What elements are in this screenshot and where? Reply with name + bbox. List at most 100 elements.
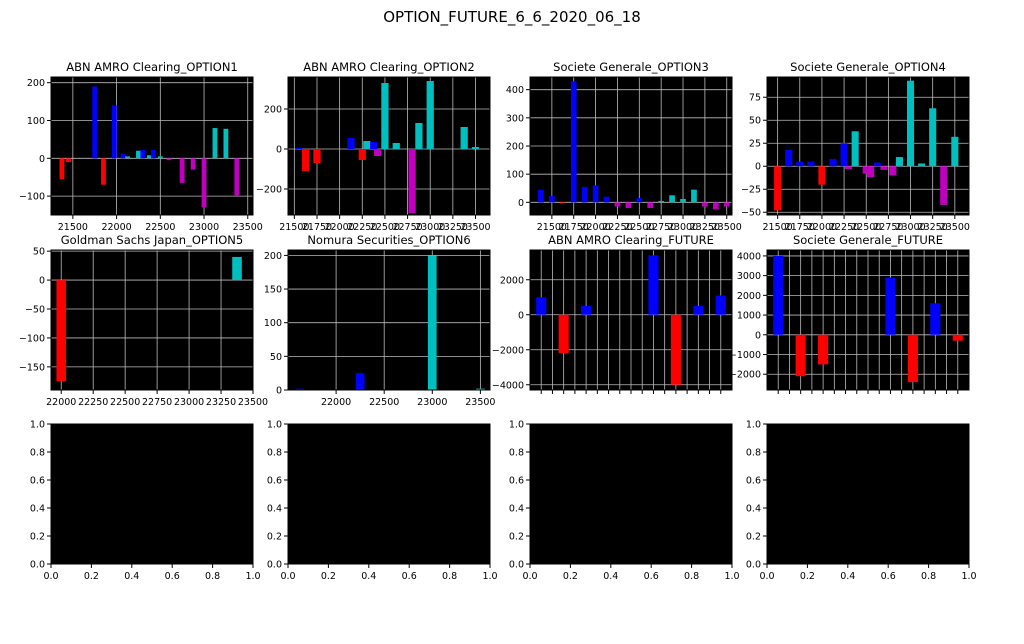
x-tick-label: 23000 (415, 222, 445, 233)
bar (636, 198, 643, 203)
x-tick-label: 22250 (347, 222, 377, 233)
axes-frame (287, 423, 491, 565)
y-tick-label: −2000 (729, 370, 761, 381)
y-tick-label: 0.8 (746, 448, 761, 459)
x-tick-label: 0.2 (84, 571, 99, 582)
y-tick-label: 50 (749, 116, 761, 127)
x-tick-label: 22000 (807, 222, 837, 233)
bar (880, 166, 888, 170)
x-tick-label: 22000 (46, 397, 76, 408)
y-tick-label: 0 (39, 276, 45, 287)
x-tick-label: 23000 (668, 222, 698, 233)
subplot-4: 2150021750220002225022500227502300023250… (741, 60, 970, 233)
bar (680, 198, 686, 203)
x-tick-label: 0.6 (165, 571, 180, 582)
bar (234, 158, 240, 197)
bar (862, 166, 870, 174)
bar (223, 128, 229, 159)
subplot-title: ABN AMRO Clearing_FUTURE (548, 233, 714, 247)
x-tick-label: 22500 (145, 222, 175, 233)
bar (415, 123, 423, 149)
y-tick-label: 0.2 (509, 532, 524, 543)
x-tick-label: 0.4 (124, 571, 139, 582)
y-tick-label: 0 (276, 145, 282, 156)
y-tick-label: 1.0 (509, 420, 524, 431)
x-tick-label: 0.2 (321, 571, 336, 582)
y-tick-label: 4000 (737, 251, 761, 262)
y-tick-label: 200 (264, 251, 282, 262)
x-tick-label: 21750 (302, 222, 332, 233)
x-tick-label: 22750 (392, 222, 422, 233)
y-tick-label: −150 (19, 362, 45, 373)
y-tick-label: 100 (27, 116, 45, 127)
subplot-title: Societe Generale_FUTURE (793, 233, 943, 247)
subplot-title: Nomura Securities_OPTION6 (307, 233, 470, 247)
plot-area (288, 250, 490, 390)
y-tick-label: −1000 (729, 350, 761, 361)
x-tick-label: 0.0 (759, 571, 774, 582)
y-tick-label: 0 (39, 154, 45, 165)
y-tick-label: 200 (264, 105, 282, 116)
y-tick-label: 100 (264, 318, 282, 329)
bar (648, 255, 659, 315)
x-tick-label: 23500 (465, 397, 495, 408)
bar (111, 105, 117, 159)
y-tick-label: 2000 (500, 275, 524, 286)
x-tick-label: 0.6 (644, 571, 659, 582)
bar (471, 147, 480, 149)
bar (363, 141, 371, 149)
x-tick-label: 23250 (918, 222, 948, 233)
y-tick-label: 0.4 (267, 504, 282, 515)
y-tick-label: 0.4 (746, 504, 761, 515)
x-tick-label: 22250 (602, 222, 632, 233)
x-tick-label: 0.0 (280, 571, 295, 582)
axes-frame (287, 76, 491, 216)
bar (120, 153, 126, 159)
bar (818, 166, 826, 185)
y-tick-label: 150 (264, 285, 282, 296)
y-tick-label: 1000 (737, 311, 761, 322)
bar (818, 334, 829, 365)
bar (581, 186, 588, 203)
axes-frame (766, 423, 970, 565)
y-tick-label: 0 (518, 310, 524, 321)
bar (59, 158, 65, 180)
plot-area (51, 77, 253, 215)
y-tick-label: 0 (755, 330, 761, 341)
x-tick-label: 0.8 (684, 571, 699, 582)
y-tick-label: −4000 (492, 380, 524, 391)
x-tick-label: 22250 (78, 397, 108, 408)
bar (536, 297, 547, 315)
bar (92, 86, 98, 159)
bar (907, 334, 918, 383)
y-tick-label: 0.2 (746, 532, 761, 543)
y-tick-label: 400 (506, 85, 524, 96)
bar (851, 131, 859, 167)
axes-frame (766, 76, 970, 216)
bar (101, 158, 106, 185)
bar (895, 157, 903, 167)
bar (358, 149, 366, 160)
y-tick-label: −200 (256, 185, 282, 196)
subplot-2: 2150021750220002225022500227502300023250… (256, 60, 491, 233)
bar (166, 158, 172, 161)
subplot-8: −2000 −1000 0 1000 2000 3000 4000 Societe Gener… (729, 233, 970, 394)
bar (723, 202, 730, 207)
x-tick-label: 1.0 (724, 571, 739, 582)
x-tick-label: 22500 (624, 222, 654, 233)
subplot-title: Societe Generale_OPTION3 (553, 60, 709, 74)
bar (232, 256, 242, 281)
x-tick-label: 0.6 (881, 571, 896, 582)
subplot-3: 2150021750220002225022500227502300023250… (506, 60, 742, 233)
bar (559, 202, 566, 204)
x-tick-label: 23500 (940, 222, 970, 233)
x-tick-label: 22000 (321, 397, 351, 408)
bar (392, 143, 400, 149)
subplot-12: 0.0 0.2 0.4 0.6 0.8 1.0 0.0 0.2 0.4 0.6 0.8 1.0 (746, 420, 977, 583)
bar (157, 156, 163, 159)
bar (670, 314, 681, 385)
y-tick-label: 0.2 (267, 532, 282, 543)
x-tick-label: 22250 (829, 222, 859, 233)
y-tick-label: 0.6 (746, 476, 761, 487)
x-tick-label: 23000 (174, 397, 204, 408)
